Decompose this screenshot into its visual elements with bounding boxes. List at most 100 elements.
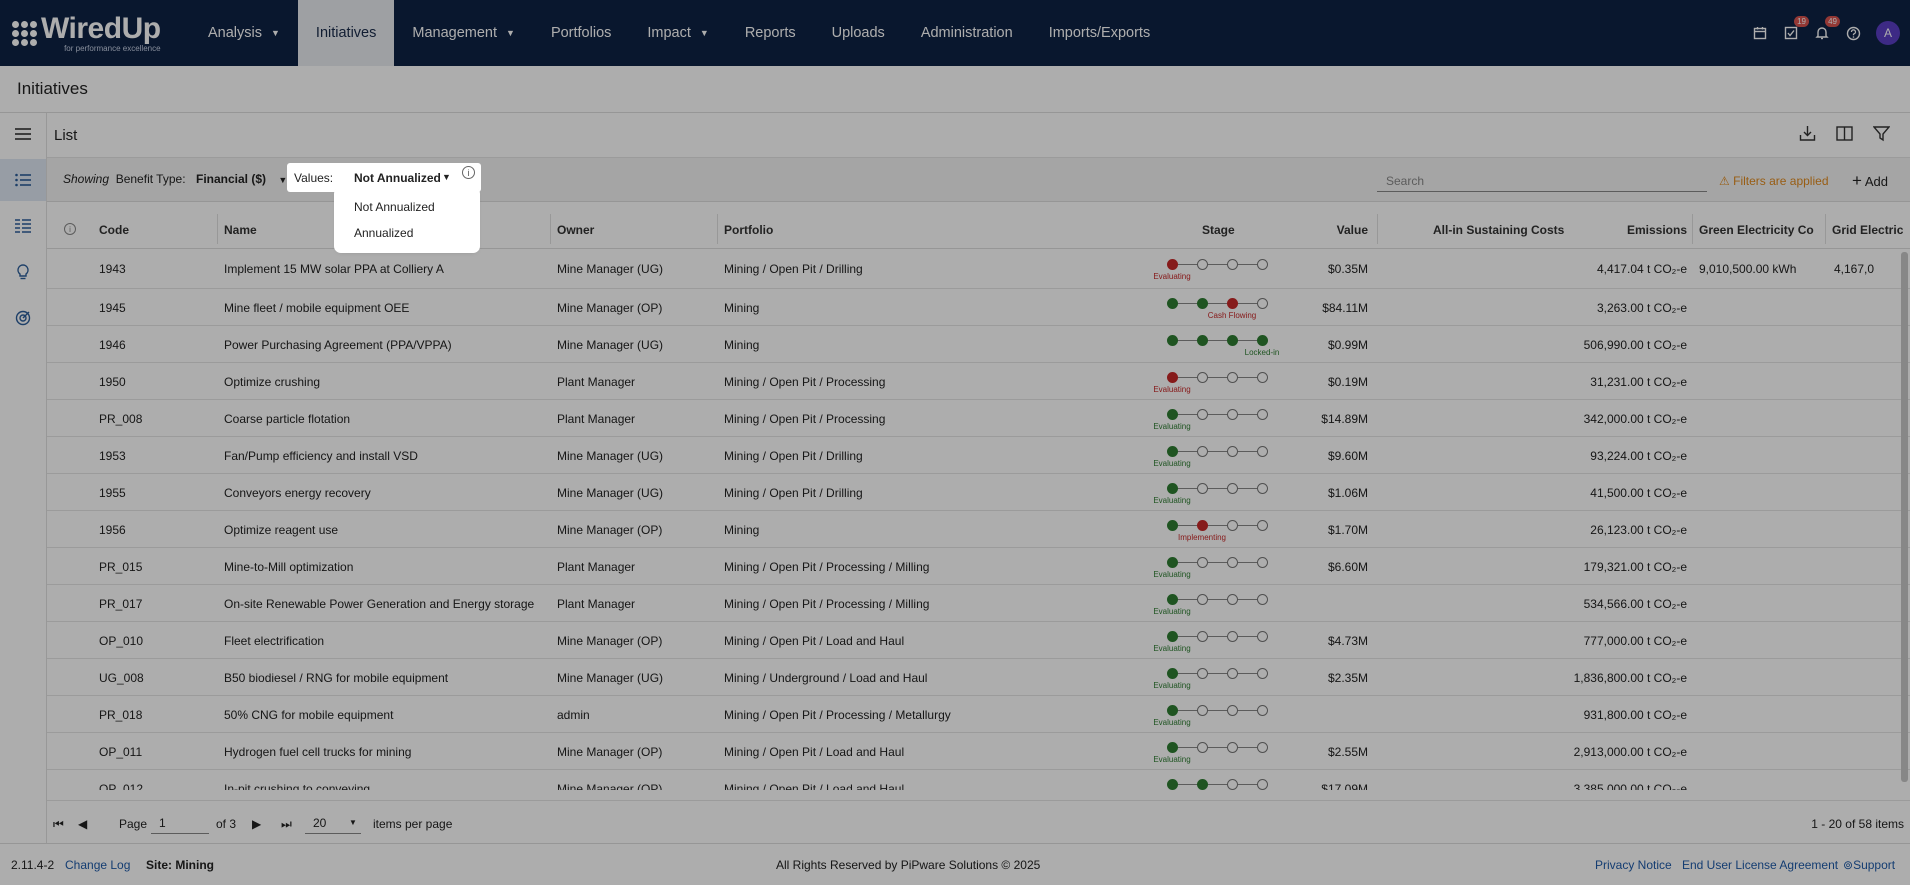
cell-name[interactable]: Optimize crushing <box>224 375 321 389</box>
table-row[interactable]: 1943 Implement 15 MW solar PPA at Collier… <box>47 249 1910 289</box>
nav-label: Imports/Exports <box>1048 25 1151 41</box>
tracking-button[interactable] <box>0 297 46 339</box>
nav-impact[interactable]: Impact ▼ <box>629 0 726 66</box>
bell-icon[interactable]: 49 <box>1814 16 1840 41</box>
download-icon[interactable] <box>1799 125 1816 142</box>
search-input[interactable]: Search <box>1377 168 1707 192</box>
option-not-annualized[interactable]: Not Annualized <box>354 200 435 214</box>
chevron-down-icon: ▼ <box>278 175 288 185</box>
last-page-icon[interactable]: ⏭ <box>281 817 292 831</box>
info-icon: i <box>64 223 76 235</box>
first-page-icon[interactable]: ⏮ <box>53 817 64 831</box>
prev-page-icon[interactable]: ◀ <box>78 817 88 831</box>
col-stage[interactable]: Stage <box>1202 223 1235 237</box>
filter-icon[interactable] <box>1873 125 1890 142</box>
cell-name[interactable]: Mine-to-Mill optimization <box>224 560 354 574</box>
col-green[interactable]: Green Electricity Consur <box>1699 223 1814 237</box>
nav-initiatives[interactable]: Initiatives <box>297 0 395 66</box>
list-view-button[interactable] <box>0 159 46 201</box>
table-row[interactable]: 1950 Optimize crushing Plant Manager Mining… <box>47 363 1910 400</box>
cell-name[interactable]: Fleet electrification <box>224 634 325 648</box>
cell-grid: 4,167,0 <box>1834 262 1875 276</box>
user-avatar[interactable]: A <box>1876 21 1900 45</box>
change-log-link[interactable]: Change Log <box>65 858 131 872</box>
cell-name[interactable]: Implement 15 MW solar PPA at Colliery A <box>224 262 444 276</box>
next-page-icon[interactable]: ▶ <box>252 817 262 831</box>
tasks-icon[interactable]: 19 <box>1783 16 1809 41</box>
cell-code: UG_008 <box>99 671 144 685</box>
add-button[interactable]: + Add <box>1852 171 1888 190</box>
table-row[interactable]: OP_012 In-pit crushing to conveying Mine M… <box>47 770 1910 790</box>
eula-link[interactable]: End User License Agreement <box>1682 858 1839 872</box>
cell-code: 1953 <box>99 449 126 463</box>
nav-administration[interactable]: Administration <box>903 0 1031 66</box>
benefit-type-select[interactable]: Financial ($) ▼ <box>196 172 288 186</box>
table-row[interactable]: 1946 Power Purchasing Agreement (PPA/VPPA… <box>47 326 1910 363</box>
table-row[interactable]: OP_010 Fleet electrification Mine Manager … <box>47 622 1910 659</box>
table-row[interactable]: OP_011 Hydrogen fuel cell trucks for mini… <box>47 733 1910 770</box>
col-portfolio[interactable]: Portfolio <box>724 223 774 237</box>
support-link[interactable]: ⊚Support <box>1843 858 1896 872</box>
cell-code: PR_015 <box>99 560 143 574</box>
chevron-down-icon: ▼ <box>271 28 280 38</box>
table-row[interactable]: PR_018 50% CNG for mobile equipment admin M… <box>47 696 1910 733</box>
nav-analysis[interactable]: Analysis ▼ <box>190 0 298 66</box>
columns-icon[interactable] <box>1836 125 1853 142</box>
pagination: ⏮ ◀ Page 1 of 3 ▶ ⏭ 20 ▼ items per page 1… <box>47 800 1910 843</box>
cell-portfolio: Mining / Open Pit / Load and Haul <box>724 634 905 648</box>
cell-name[interactable]: 50% CNG for mobile equipment <box>224 708 394 722</box>
cell-emissions: 1,836,800.00 t CO₂-e <box>1573 671 1687 685</box>
ideas-button[interactable] <box>0 251 46 293</box>
cell-name[interactable]: Coarse particle flotation <box>224 412 351 426</box>
col-value[interactable]: Value <box>1336 223 1368 237</box>
cell-name[interactable]: Mine fleet / mobile equipment OEE <box>224 301 410 315</box>
nav-management[interactable]: Management ▼ <box>394 0 533 66</box>
table-row[interactable]: 1945 Mine fleet / mobile equipment OEE Min… <box>47 289 1910 326</box>
values-select[interactable]: Values: Not Annualized ▼ i <box>287 163 481 192</box>
cell-name[interactable]: B50 biodiesel / RNG for mobile equipment <box>224 671 449 685</box>
stage-dot <box>1257 742 1268 753</box>
option-annualized[interactable]: Annualized <box>354 226 414 240</box>
wiredup-logo[interactable]: WiredUp for performance excellence <box>0 0 190 66</box>
nav-reports[interactable]: Reports <box>727 0 814 66</box>
cell-name[interactable]: Optimize reagent use <box>224 523 339 537</box>
cell-owner: Mine Manager (UG) <box>557 449 664 463</box>
stage-dot <box>1227 557 1238 568</box>
cell-name[interactable]: Fan/Pump efficiency and install VSD <box>224 449 418 463</box>
nav-uploads[interactable]: Uploads <box>814 0 903 66</box>
privacy-link[interactable]: Privacy Notice <box>1595 858 1672 872</box>
table-row[interactable]: PR_015 Mine-to-Mill optimization Plant Man… <box>47 548 1910 585</box>
filters-applied-indicator[interactable]: ⚠ Filters are applied <box>1719 174 1829 188</box>
table-row[interactable]: PR_008 Coarse particle flotation Plant Man… <box>47 400 1910 437</box>
vertical-scrollbar[interactable] <box>1901 252 1908 782</box>
col-owner[interactable]: Owner <box>557 223 595 237</box>
cell-name[interactable]: Hydrogen fuel cell trucks for mining <box>224 745 412 759</box>
nav-imports-exports[interactable]: Imports/Exports <box>1031 0 1169 66</box>
menu-toggle-button[interactable] <box>0 113 46 155</box>
calendar-icon[interactable] <box>1752 25 1768 41</box>
col-code[interactable]: Code <box>99 223 129 237</box>
cell-emissions: 777,000.00 t CO₂-e <box>1583 634 1687 648</box>
cell-name[interactable]: Conveyors energy recovery <box>224 486 371 500</box>
table-row[interactable]: PR_017 On-site Renewable Power Generation… <box>47 585 1910 622</box>
cell-name[interactable]: In-pit crushing to conveying <box>224 782 371 790</box>
info-icon[interactable]: i <box>462 166 475 179</box>
stage-dot <box>1257 594 1268 605</box>
help-icon[interactable] <box>1845 25 1861 41</box>
table-row[interactable]: UG_008 B50 biodiesel / RNG for mobile equ… <box>47 659 1910 696</box>
table-row[interactable]: 1955 Conveyors energy recovery Mine Manage… <box>47 474 1910 511</box>
target-icon <box>15 310 31 326</box>
detail-list-button[interactable] <box>0 205 46 247</box>
cell-name[interactable]: Power Purchasing Agreement (PPA/VPPA) <box>224 338 452 352</box>
page-input[interactable]: 1 <box>151 810 209 834</box>
per-page-select[interactable]: 20 ▼ <box>305 810 361 834</box>
col-emissions[interactable]: Emissions <box>1626 223 1687 237</box>
col-name[interactable]: Name <box>224 223 257 237</box>
cell-name[interactable]: On-site Renewable Power Generation and E… <box>224 597 535 611</box>
table-row[interactable]: 1956 Optimize reagent use Mine Manager (OP… <box>47 511 1910 548</box>
nav-portfolios[interactable]: Portfolios <box>533 0 629 66</box>
col-grid[interactable]: Grid Electric <box>1832 223 1904 237</box>
col-sustaining[interactable]: All-in Sustaining Costs <box>1433 223 1565 237</box>
table-row[interactable]: 1953 Fan/Pump efficiency and install VSD M… <box>47 437 1910 474</box>
